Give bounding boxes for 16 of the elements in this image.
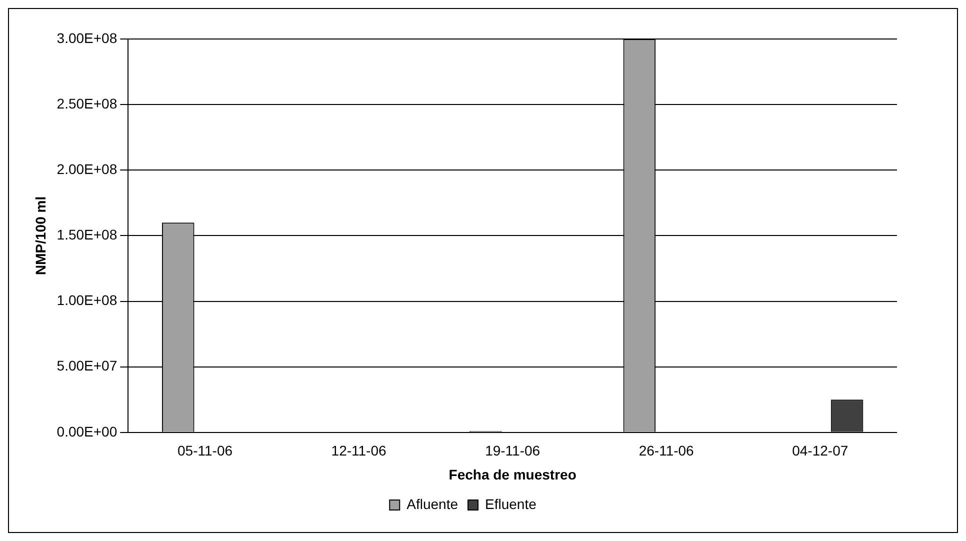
x-tick-label: 12-11-06 xyxy=(331,442,386,459)
y-tick-label: 1.00E+08 xyxy=(56,292,118,308)
x-tick-label: 05-11-06 xyxy=(178,442,233,459)
y-axis-title: NMP/100 ml xyxy=(32,196,48,275)
x-tick-label: 19-11-06 xyxy=(485,442,540,459)
y-tick-label: 1.50E+08 xyxy=(56,226,118,243)
y-tick-label: 2.00E+08 xyxy=(56,160,118,177)
legend-label: Afluente xyxy=(406,496,458,512)
x-tick-label: 04-12-07 xyxy=(792,442,848,459)
x-axis-title: Fecha de muestreo xyxy=(448,466,576,482)
y-tick-label: 2.50E+08 xyxy=(56,95,118,112)
legend-label: Efluente xyxy=(485,496,537,512)
y-tick-label: 0.00E+00 xyxy=(56,423,118,440)
y-tick-label: 3.00E+08 xyxy=(56,30,118,46)
x-tick-label: 26-11-06 xyxy=(638,442,694,459)
y-tick-label: 5.00E+07 xyxy=(56,358,118,374)
